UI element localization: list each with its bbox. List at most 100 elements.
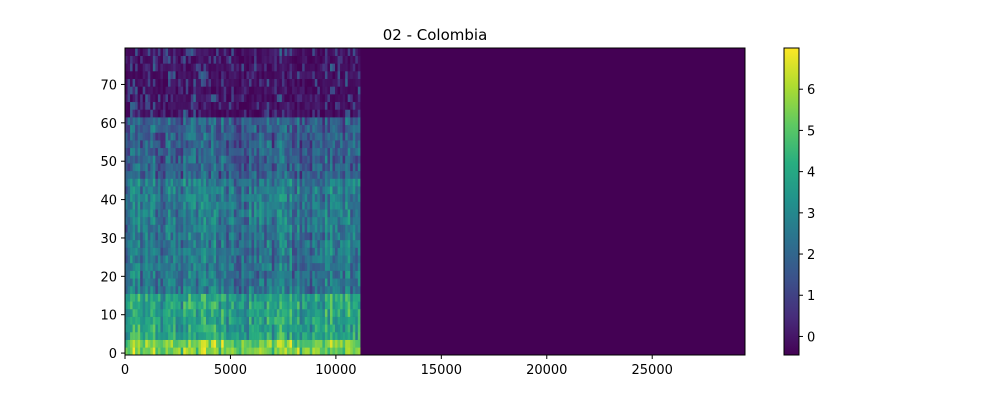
heatmap-cell [160,201,164,210]
heatmap-cell [175,270,179,279]
heatmap-cell [302,278,305,287]
heatmap-cell [145,124,149,133]
heatmap-cell [155,124,159,133]
heatmap-cell [150,201,154,210]
heatmap-cell [125,255,128,264]
heatmap-cell [208,140,212,149]
heatmap-cell [294,201,298,210]
heatmap-cell [203,239,207,248]
heatmap-cell [274,78,278,87]
heatmap-cell [190,193,194,202]
heatmap-cell [307,48,311,56]
heatmap-cell [292,193,295,202]
heatmap-cell [324,347,328,356]
heatmap-cell [213,331,217,340]
heatmap-cell [190,155,194,164]
heatmap-cell [284,324,288,333]
heatmap-cell [198,216,202,225]
heatmap-cell [127,255,131,264]
heatmap-cell [228,216,232,225]
heatmap-cell [223,170,227,179]
heatmap-cell [205,94,209,103]
heatmap-cell [137,101,141,110]
heatmap-cell [238,124,242,133]
heatmap-cell [221,270,224,279]
heatmap-cell [302,94,305,103]
heatmap-cell [251,155,255,164]
heatmap-cell [266,147,270,156]
heatmap-cell [340,63,343,72]
heatmap-cell [271,193,275,202]
heatmap-cell [178,285,181,294]
heatmap-cell [312,209,316,218]
heatmap-cell [125,186,128,195]
heatmap-cell [307,278,311,287]
heatmap-cell [345,224,348,233]
heatmap-cell [190,178,194,187]
heatmap-cell [335,186,338,195]
heatmap-cell [286,132,290,141]
heatmap-cell [337,270,341,279]
heatmap-cell [162,86,166,95]
heatmap-cell [264,308,268,317]
heatmap-cell [276,239,280,248]
heatmap-cell [173,193,176,202]
heatmap-cell [274,285,278,294]
heatmap-cell [218,247,222,256]
heatmap-cell [188,216,192,225]
heatmap-cell [127,140,131,149]
heatmap-cell [314,63,318,72]
heatmap-cell [200,71,204,79]
heatmap-cell [223,301,227,310]
heatmap-cell [140,278,144,287]
heatmap-cell [249,216,252,225]
heatmap-cell [236,255,240,264]
heatmap-cell [337,178,341,187]
heatmap-cell [243,301,247,310]
heatmap-cell [322,216,326,225]
heatmap-cell [299,155,303,164]
heatmap-cell [211,109,214,118]
heatmap-cell [188,48,192,56]
heatmap-cell [132,285,136,294]
heatmap-cell [347,48,351,56]
heatmap-cell [195,347,199,356]
heatmap-cell [249,201,252,210]
heatmap-cell [236,178,240,187]
heatmap-cell [357,224,361,233]
heatmap-cell [236,48,240,56]
heatmap-cell [335,339,338,348]
heatmap-cell [150,186,154,195]
heatmap-cell [350,270,354,279]
heatmap-cell [347,109,351,118]
heatmap-cell [249,71,252,79]
heatmap-cell [256,301,260,310]
heatmap-cell [142,86,146,95]
heatmap-cell [132,124,136,133]
heatmap-cell [279,278,283,287]
heatmap-cell [218,101,222,110]
heatmap-cell [223,270,227,279]
heatmap-cell [142,147,146,156]
heatmap-cell [137,55,141,64]
heatmap-cell [238,285,242,294]
heatmap-cell [155,247,159,256]
heatmap-cell [251,262,255,271]
heatmap-cell [231,101,235,110]
heatmap-cell [243,94,247,103]
heatmap-cell [243,324,247,333]
heatmap-cell [317,255,321,264]
heatmap-cell [314,140,318,149]
heatmap-cell [322,262,326,271]
heatmap-cell [312,224,316,233]
heatmap-cell [335,163,338,172]
heatmap-cell [352,109,356,118]
heatmap-cell [249,239,252,248]
heatmap-cell [185,117,189,126]
heatmap-cell [188,117,192,126]
heatmap-cell [130,117,133,126]
heatmap-cell [135,132,138,141]
heatmap-cell [185,163,189,172]
heatmap-cell [357,155,361,164]
heatmap-cell [173,331,176,340]
